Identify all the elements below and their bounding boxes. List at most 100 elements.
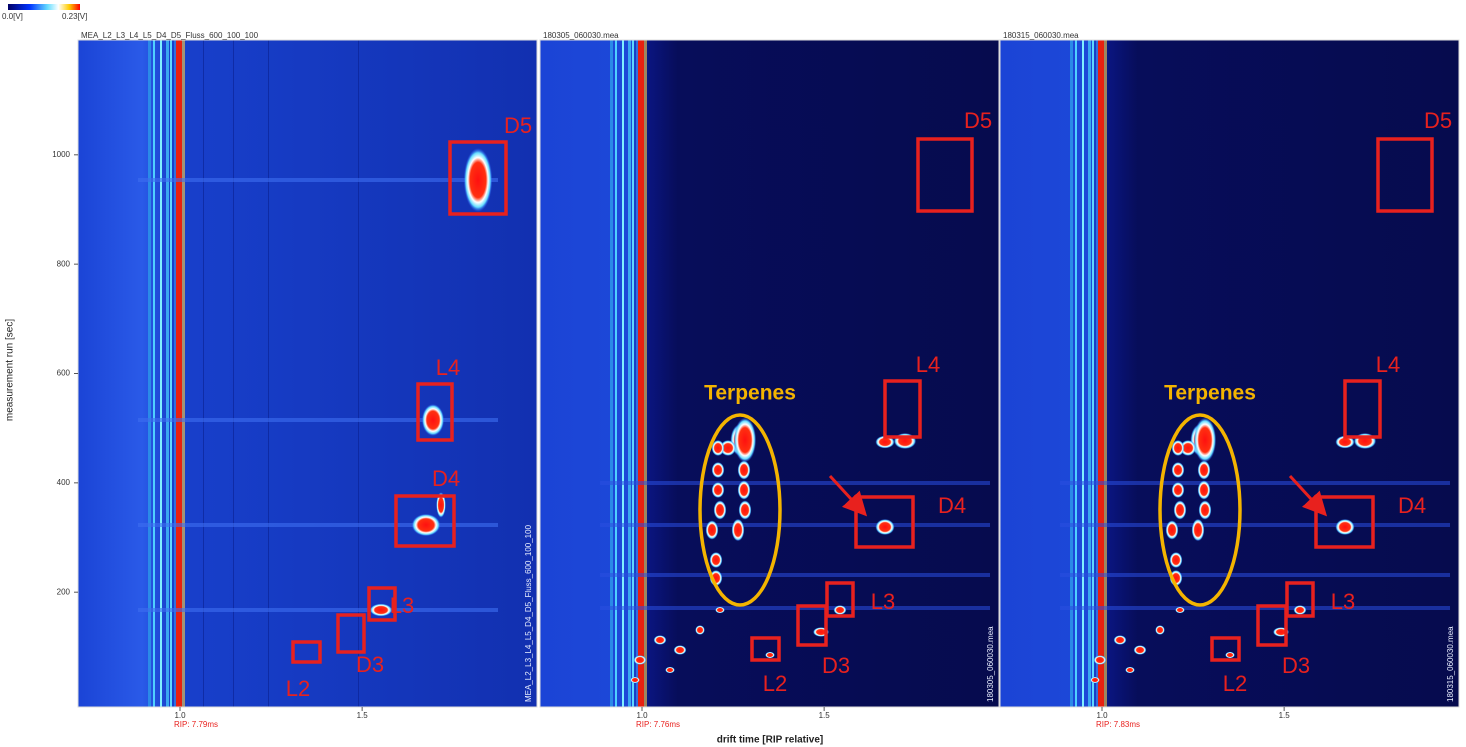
annotation-box <box>1210 636 1241 662</box>
stripe <box>166 40 169 707</box>
peak <box>369 603 393 617</box>
colorbar <box>8 4 80 10</box>
streak <box>600 606 990 610</box>
peak <box>1197 460 1211 480</box>
annotation-label: D3 <box>822 653 850 678</box>
peak <box>1225 651 1235 659</box>
peak <box>720 440 736 456</box>
annotation-box <box>416 382 454 442</box>
peak <box>1335 519 1355 535</box>
annotation-label: D5 <box>964 108 992 133</box>
annotation-label: L2 <box>763 671 787 696</box>
stripe <box>622 40 624 707</box>
peak <box>1293 605 1307 615</box>
peak <box>1198 500 1212 520</box>
rip-label: RIP: 7.76ms <box>636 720 680 729</box>
annotation-box <box>291 640 322 664</box>
peak <box>715 606 725 614</box>
x-tick-label: 1.5 <box>819 711 831 720</box>
streak <box>138 608 498 612</box>
annotation-box <box>854 495 915 549</box>
panel: MEA_L2_L3_L4_L5_D4_D5_Fluss_600_100_100 M… <box>77 31 538 729</box>
peak <box>411 513 441 537</box>
peak <box>1173 500 1187 520</box>
peak <box>1090 676 1100 684</box>
stripe <box>358 40 359 707</box>
panel-border <box>539 39 1000 708</box>
panel-title: 180315_060030.mea <box>1003 31 1079 40</box>
panel: 180315_060030.mea 180315_060030.mea 1.0 1.5… <box>999 31 1460 729</box>
streak <box>1060 523 1450 527</box>
peak <box>1155 625 1165 635</box>
rip-halo <box>182 40 185 707</box>
stripe <box>628 40 631 707</box>
stripe <box>1092 40 1094 707</box>
annotation-label: D3 <box>356 652 384 677</box>
annotation-arrow <box>828 474 868 517</box>
peak <box>1193 417 1217 463</box>
rip-label: RIP: 7.79ms <box>174 720 218 729</box>
peak <box>875 435 895 449</box>
stripe <box>610 40 613 707</box>
stripe <box>233 40 234 707</box>
annotation-box <box>1256 604 1288 647</box>
stripe <box>153 40 155 707</box>
peak <box>713 500 727 520</box>
peak <box>833 605 847 615</box>
streak <box>138 178 498 182</box>
rip-label: RIP: 7.83ms <box>1096 720 1140 729</box>
heatmap <box>78 40 537 707</box>
peak <box>738 500 752 520</box>
stripe <box>160 40 162 707</box>
peak <box>673 645 687 655</box>
annotation-label: D5 <box>1424 108 1452 133</box>
peak <box>733 417 757 463</box>
peak <box>1180 440 1196 456</box>
peak <box>1335 435 1355 449</box>
annotation-label: D4 <box>1398 493 1426 518</box>
peak <box>711 482 725 498</box>
annotation-ellipse <box>698 413 782 607</box>
peak <box>711 462 725 478</box>
stripe <box>268 40 269 707</box>
peak <box>731 518 745 542</box>
peak <box>711 440 725 456</box>
rip-halo <box>1104 40 1107 707</box>
annotation-label: D3 <box>1282 653 1310 678</box>
peak <box>1169 552 1183 568</box>
panel-title: MEA_L2_L3_L4_L5_D4_D5_Fluss_600_100_100 <box>81 31 259 40</box>
panel: 180305_060030.mea 180305_060030.mea 1.0 1.5… <box>539 31 1000 729</box>
annotation-box <box>883 379 922 439</box>
side-label: 180315_060030.mea <box>1446 626 1455 702</box>
streak <box>138 418 498 422</box>
streak <box>1060 481 1450 485</box>
colorbar-min: 0.0[V] <box>2 12 23 21</box>
streak <box>600 573 990 577</box>
rip-line <box>176 40 182 707</box>
annotation-label: L4 <box>1376 352 1400 377</box>
stripe <box>632 40 634 707</box>
stripe <box>1082 40 1084 707</box>
peak <box>709 552 723 568</box>
peak <box>463 148 493 212</box>
peak <box>665 666 675 674</box>
x-tick-label: 1.5 <box>1279 711 1291 720</box>
annotation-label: Terpenes <box>704 382 796 405</box>
x-tick-label: 1.0 <box>636 711 648 720</box>
annotation-arrow <box>1288 474 1328 517</box>
side-label: 180305_060030.mea <box>986 626 995 702</box>
stripe <box>1096 40 1099 707</box>
annotation-label: L3 <box>871 589 895 614</box>
stripe <box>1075 40 1077 707</box>
panel-title: 180305_060030.mea <box>543 31 619 40</box>
annotation-label: D4 <box>432 466 460 491</box>
annotation-label: L2 <box>1223 671 1247 696</box>
panels: MEA_L2_L3_L4_L5_D4_D5_Fluss_600_100_100 M… <box>52 31 1460 729</box>
peak <box>436 492 446 518</box>
stripe <box>1070 40 1073 707</box>
panel-border <box>999 39 1460 708</box>
annotation-label: D4 <box>938 493 966 518</box>
annotation-box <box>1314 495 1375 549</box>
y-tick-label: 1000 <box>52 150 70 159</box>
